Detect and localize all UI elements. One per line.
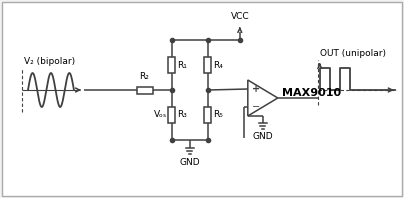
Text: MAX9010: MAX9010: [282, 88, 341, 98]
Bar: [168, 57, 175, 73]
Bar: [168, 107, 175, 123]
Text: GND: GND: [179, 158, 200, 167]
Text: +: +: [252, 84, 260, 94]
Bar: [204, 107, 211, 123]
Text: V₂ (bipolar): V₂ (bipolar): [24, 57, 75, 66]
Text: −: −: [252, 102, 260, 112]
Text: R₃: R₃: [177, 110, 187, 119]
Bar: [204, 57, 211, 73]
Text: VCC: VCC: [231, 12, 249, 21]
Text: GND: GND: [252, 132, 273, 141]
Polygon shape: [248, 80, 278, 116]
Text: OUT (unipolar): OUT (unipolar): [320, 49, 386, 58]
Bar: [137, 87, 153, 93]
Text: R₄: R₄: [213, 61, 223, 69]
Text: R₁: R₁: [177, 61, 187, 69]
Text: R₂: R₂: [139, 72, 149, 81]
Text: Vₒₛ: Vₒₛ: [154, 110, 167, 119]
Text: R₅: R₅: [213, 110, 223, 119]
